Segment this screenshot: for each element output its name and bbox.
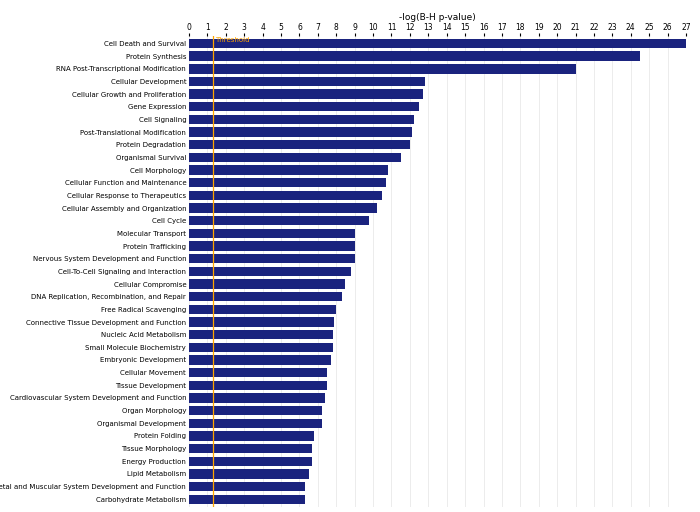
Bar [189, 39, 686, 48]
Bar [189, 77, 425, 86]
Bar [189, 292, 342, 302]
Bar [189, 127, 412, 137]
Bar [189, 317, 335, 327]
Bar [189, 229, 355, 238]
Bar [189, 153, 400, 162]
Bar [189, 330, 332, 339]
Bar [189, 267, 351, 276]
Bar [189, 279, 346, 289]
Bar [189, 406, 321, 415]
Bar [189, 102, 419, 112]
Bar [189, 431, 314, 441]
Bar [189, 165, 388, 175]
Bar [189, 203, 377, 213]
Bar [189, 64, 575, 74]
Bar [189, 380, 327, 390]
Bar [189, 368, 327, 377]
Bar [189, 355, 330, 365]
Bar [189, 241, 355, 251]
Bar [189, 115, 414, 124]
Bar [189, 305, 336, 314]
Bar [189, 51, 640, 61]
Bar [189, 343, 332, 352]
X-axis label: -log(B-H p-value): -log(B-H p-value) [399, 13, 476, 22]
Bar [189, 495, 305, 504]
Bar [189, 419, 321, 428]
Bar [189, 393, 326, 403]
Bar [189, 254, 355, 264]
Bar [189, 482, 305, 492]
Bar [189, 444, 312, 454]
Bar [189, 216, 370, 225]
Bar [189, 89, 423, 99]
Bar [189, 457, 312, 466]
Bar [189, 140, 410, 150]
Text: Threshold: Threshold [215, 37, 249, 43]
Bar [189, 178, 386, 187]
Bar [189, 190, 382, 200]
Bar [189, 469, 309, 479]
